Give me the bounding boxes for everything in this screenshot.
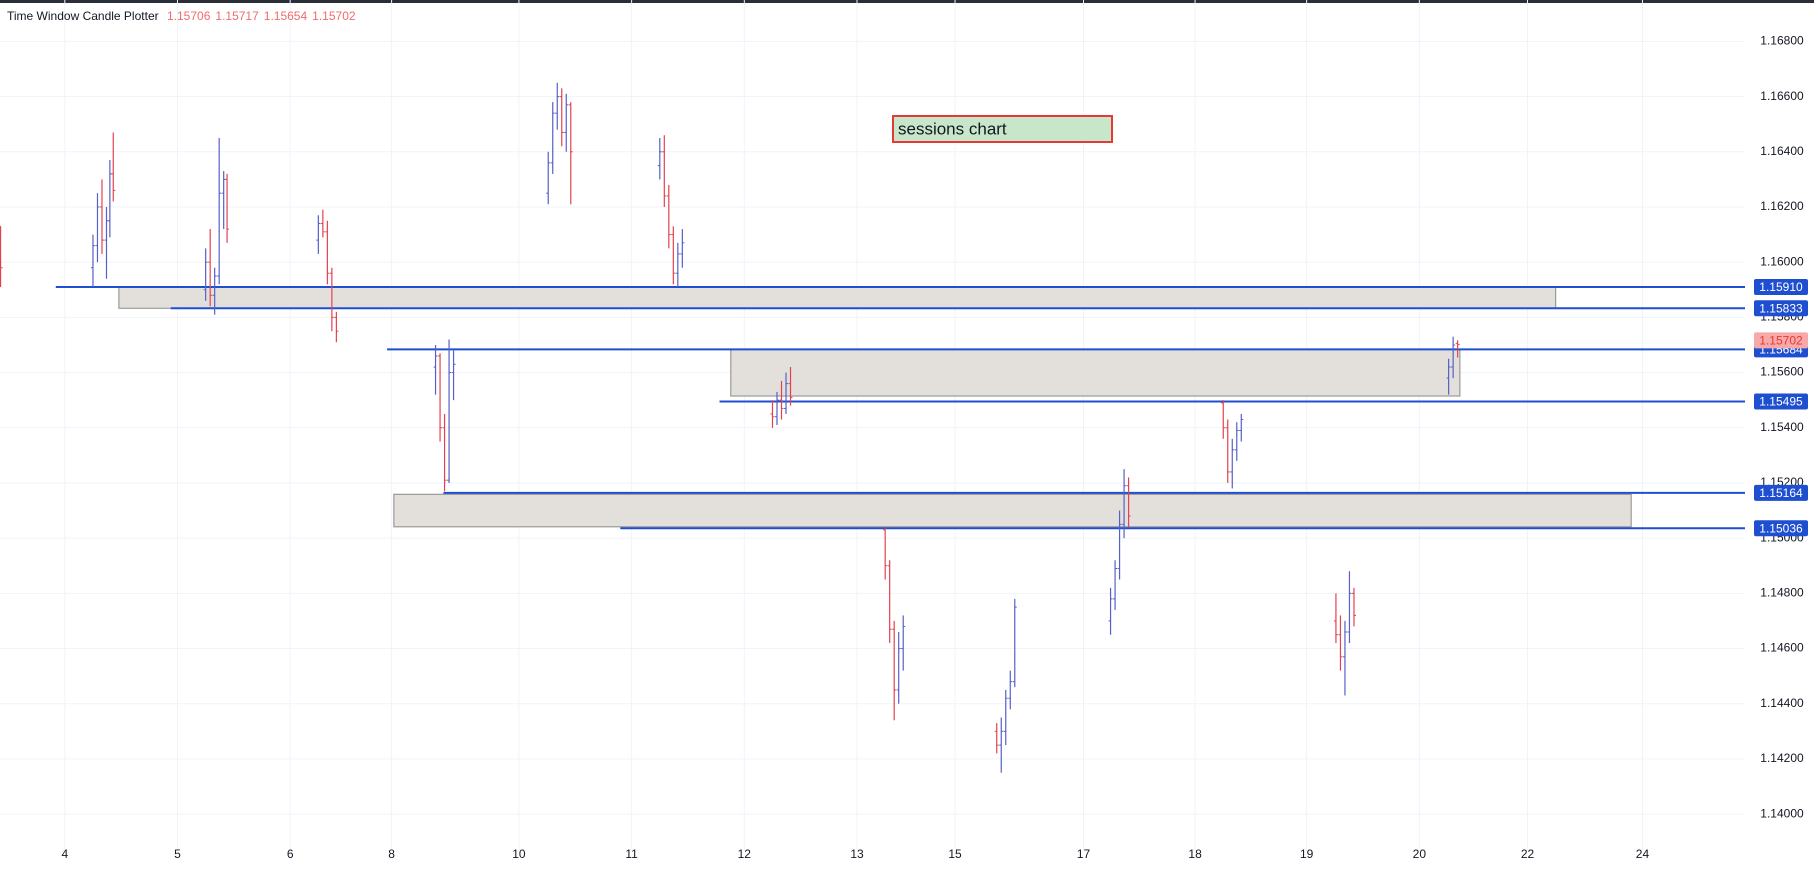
x-tick-label: 17	[1077, 847, 1091, 861]
ohlc-value: 1.15706	[167, 9, 211, 23]
y-tick-label: 1.14800	[1760, 586, 1804, 600]
level-label: 1.15495	[1759, 395, 1803, 409]
x-tick-label: 20	[1413, 847, 1427, 861]
y-tick-label: 1.14200	[1760, 751, 1804, 765]
ohlc-value: 1.15702	[312, 9, 356, 23]
level-label: 1.15910	[1759, 280, 1803, 294]
y-tick-label: 1.16000	[1760, 254, 1804, 268]
y-tick-label: 1.16800	[1760, 34, 1804, 48]
level-label: 1.15036	[1759, 521, 1803, 535]
x-tick-label: 18	[1188, 847, 1202, 861]
session-box	[730, 348, 1461, 397]
x-tick-label: 8	[388, 847, 395, 861]
annotation: sessions chart	[898, 119, 1007, 138]
level-label-bg	[1754, 520, 1808, 537]
x-tick-label: 6	[287, 847, 294, 861]
level-label-bg	[1754, 279, 1808, 296]
x-tick-label: 19	[1300, 847, 1314, 861]
level-label-bg	[1754, 300, 1808, 317]
x-tick-label: 22	[1521, 847, 1535, 861]
x-tick-label: 24	[1636, 847, 1650, 861]
y-tick-label: 1.14400	[1760, 696, 1804, 710]
session-box	[393, 493, 1632, 528]
top-border	[0, 0, 1814, 3]
y-tick-label: 1.16600	[1760, 89, 1804, 103]
level-label-bg	[1754, 484, 1808, 501]
level-label: 1.15833	[1759, 301, 1803, 315]
y-tick-label: 1.16400	[1760, 144, 1804, 158]
x-tick-label: 11	[625, 847, 638, 861]
price-label: 1.15702	[1759, 334, 1803, 348]
ohlc-value: 1.15717	[215, 9, 259, 23]
x-tick-label: 15	[948, 847, 962, 861]
level-label-bg	[1754, 393, 1808, 410]
ohlc-value: 1.15654	[264, 9, 308, 23]
price-label-bg	[1754, 332, 1808, 349]
x-tick-label: 13	[850, 847, 864, 861]
x-tick-label: 5	[174, 847, 181, 861]
x-tick-label: 4	[61, 847, 68, 861]
y-tick-label: 1.14000	[1760, 806, 1804, 820]
y-tick-label: 1.16200	[1760, 199, 1804, 213]
x-tick-label: 12	[738, 847, 752, 861]
session-box	[118, 286, 1557, 309]
y-tick-label: 1.15400	[1760, 420, 1804, 434]
level-label: 1.15164	[1759, 486, 1803, 500]
annotation-box	[892, 115, 1113, 143]
chart-title: Time Window Candle Plotter	[7, 9, 159, 23]
ohlc-header: 1.15706 1.15717 1.15654 1.15702	[167, 9, 356, 23]
y-tick-label: 1.15600	[1760, 365, 1804, 379]
x-tick-label: 10	[512, 847, 526, 861]
y-tick-label: 1.14600	[1760, 641, 1804, 655]
